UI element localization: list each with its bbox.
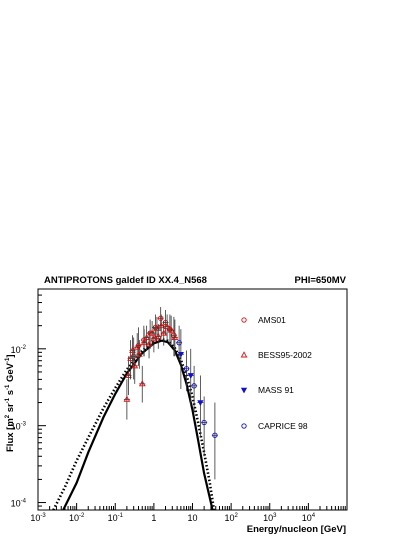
bess95-2002-point [133, 343, 141, 350]
bess95-2002-point [171, 333, 179, 341]
x-tick-label: 10-2 [69, 513, 85, 523]
bess95-2002-point [135, 350, 143, 357]
legend-marker [241, 317, 247, 323]
legend-marker [241, 423, 247, 429]
bess95-2002-point [160, 329, 168, 336]
model-curves [52, 337, 216, 510]
bess95-2002-point [125, 371, 132, 378]
plot-frame [37, 288, 348, 511]
bess95-2002-point [140, 338, 148, 346]
legend-label: CAPRICE 98 [258, 421, 308, 431]
bess95-2002-point [167, 326, 175, 333]
x-tick-label: 104 [302, 513, 316, 523]
dotted-model-curve [52, 337, 216, 510]
bess95-2002-point [131, 362, 139, 369]
bess95-2002-point [127, 354, 134, 361]
legend-label: MASS 91 [258, 385, 294, 395]
x-axis: 10-3 10-2 10-1 1 10 102 103 104 [30, 503, 346, 523]
x-tick-label: 103 [263, 513, 277, 523]
x-tick-label: 10-1 [108, 513, 124, 523]
legend-marker [240, 351, 248, 358]
ams01-point [162, 319, 169, 326]
caprice-98-point [201, 419, 207, 426]
mass-91-point [177, 351, 184, 358]
x-tick-label: 10 [187, 513, 197, 523]
bess95-2002-point [138, 380, 146, 387]
legend-label: BESS95-2002 [258, 350, 312, 360]
data-points [123, 306, 218, 480]
caprice-98-point [191, 383, 197, 389]
mass-91-point [197, 400, 204, 406]
bess95-2002-point [129, 346, 136, 353]
x-tick-label: 1 [151, 513, 156, 523]
bess95-2002-point [148, 329, 156, 336]
bess95-2002-point [123, 395, 131, 402]
y-tick-label: 10-4 [11, 499, 27, 509]
caprice-98-point [183, 366, 190, 372]
chart-title: ANTIPROTONS galdef ID XX.4_N568 [44, 275, 207, 286]
x-tick-label: 102 [224, 513, 238, 523]
caprice-98-point [176, 340, 182, 346]
y-tick-label: 10-3 [11, 422, 27, 432]
y-axis-label: Flux [m2 sr-1 s-1 GeV-1] [5, 354, 16, 452]
legend-label: AMS01 [258, 315, 286, 325]
bess95-2002-point [143, 333, 151, 341]
bess95-2002-point [145, 340, 153, 347]
ams01-point [158, 315, 164, 321]
y-axis: 10-4 10-3 10-2 [11, 288, 46, 511]
x-tick-label: 10-3 [30, 513, 46, 523]
solid-model-curve [62, 339, 214, 510]
y-tick-label: 10-2 [11, 345, 27, 355]
caprice-98-point [212, 432, 218, 438]
bess95-2002-point [163, 322, 171, 329]
mass-91-point [187, 373, 194, 379]
legend: AMS01 BESS95-2002 MASS 91 CAPRICE 98 [240, 315, 312, 431]
chart-subtitle: PHI=650MV [295, 275, 347, 286]
legend-marker [240, 387, 248, 394]
x-axis-label: Energy/nucleon [GeV] [247, 524, 346, 535]
bess95-2002-point [157, 321, 165, 329]
bess95-2002-point [154, 332, 162, 339]
